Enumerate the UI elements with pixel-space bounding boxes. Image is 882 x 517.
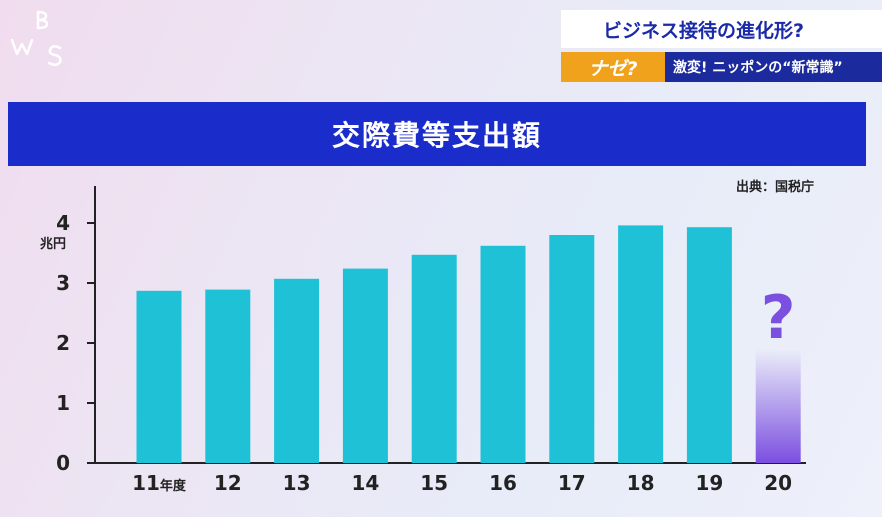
x-tick-label: 16: [489, 471, 517, 495]
x-tick-label: 12: [214, 471, 242, 495]
brand-logo: [10, 10, 62, 66]
headline-banner: ビジネス接待の進化形?: [561, 10, 882, 48]
y-tick-label: 0: [56, 451, 70, 475]
bar: [274, 278, 320, 463]
headline-tag: ナゼ?: [561, 52, 665, 82]
question-mark: ?: [761, 283, 796, 353]
headline-main-text: ビジネス接待の進化形?: [603, 19, 805, 42]
bar: [549, 235, 595, 463]
unknown-bar: [755, 349, 801, 463]
x-tick-label: 19: [695, 471, 723, 495]
bar: [411, 254, 457, 463]
headline-sub-text: 激変! ニッポンの“新常識”: [673, 60, 843, 76]
x-tick-label: 15: [420, 471, 448, 495]
chart-title-bar: 交際費等支出額: [8, 102, 866, 166]
bar: [205, 289, 251, 463]
headline-sub-banner: 激変! ニッポンの“新常識”: [665, 52, 882, 82]
bar: [618, 225, 664, 463]
source-note: 出典：国税庁: [736, 180, 815, 195]
x-tick-label: 18: [627, 471, 655, 495]
x-tick-label: 17: [558, 471, 586, 495]
x-tick-label: 13: [283, 471, 311, 495]
headline-tag-text: ナゼ?: [588, 57, 638, 80]
y-tick-label: 4: [56, 211, 70, 235]
y-tick-label: 1: [56, 391, 70, 415]
x-tick-label: 20: [764, 471, 792, 495]
x-tick-label: 14: [351, 471, 379, 495]
y-tick-label: 3: [56, 271, 70, 295]
y-tick-label: 2: [56, 331, 70, 355]
x-tick-label: 11年度: [132, 471, 187, 495]
chart-title: 交際費等支出額: [331, 119, 542, 152]
bar: [136, 290, 182, 463]
bar: [342, 268, 388, 463]
bar: [480, 245, 526, 463]
bar: [686, 227, 732, 463]
y-axis-label: 兆円: [40, 236, 66, 252]
